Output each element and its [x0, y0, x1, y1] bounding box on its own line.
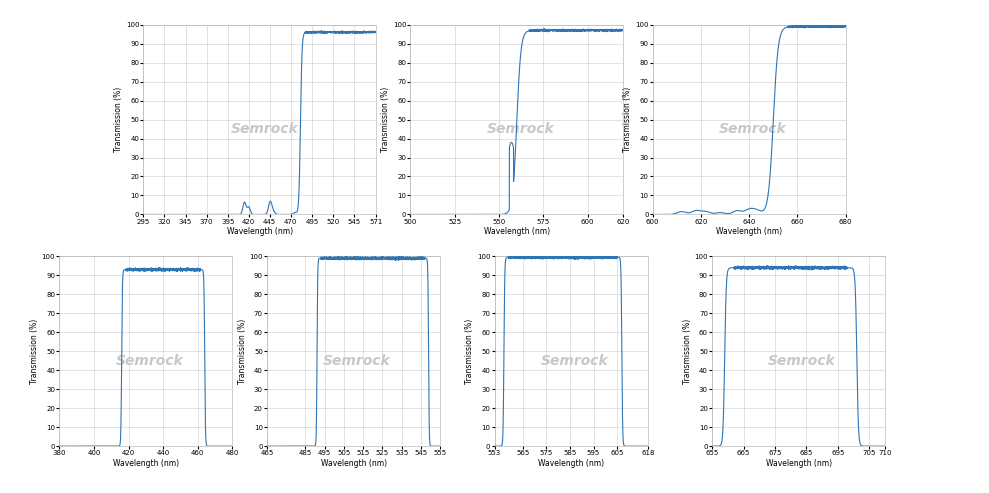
- Text: Semrock: Semrock: [719, 122, 787, 136]
- Y-axis label: Transmission (%): Transmission (%): [623, 87, 632, 152]
- Text: Semrock: Semrock: [116, 354, 183, 368]
- X-axis label: Wavelength (nm): Wavelength (nm): [538, 459, 604, 468]
- X-axis label: Wavelength (nm): Wavelength (nm): [716, 227, 782, 237]
- X-axis label: Wavelength (nm): Wavelength (nm): [484, 227, 550, 237]
- Text: Semrock: Semrock: [768, 354, 836, 368]
- X-axis label: Wavelength (nm): Wavelength (nm): [113, 459, 179, 468]
- Y-axis label: Transmission (%): Transmission (%): [381, 87, 390, 152]
- Y-axis label: Transmission (%): Transmission (%): [465, 318, 474, 384]
- X-axis label: Wavelength (nm): Wavelength (nm): [765, 459, 832, 468]
- Text: Semrock: Semrock: [323, 354, 391, 368]
- X-axis label: Wavelength (nm): Wavelength (nm): [226, 227, 293, 237]
- Y-axis label: Transmission (%): Transmission (%): [682, 318, 691, 384]
- Text: Semrock: Semrock: [488, 122, 555, 136]
- Text: Semrock: Semrock: [540, 354, 608, 368]
- Y-axis label: Transmission (%): Transmission (%): [30, 318, 39, 384]
- Y-axis label: Transmission (%): Transmission (%): [237, 318, 246, 384]
- X-axis label: Wavelength (nm): Wavelength (nm): [320, 459, 387, 468]
- Y-axis label: Transmission (%): Transmission (%): [114, 87, 123, 152]
- Text: Semrock: Semrock: [230, 122, 298, 136]
